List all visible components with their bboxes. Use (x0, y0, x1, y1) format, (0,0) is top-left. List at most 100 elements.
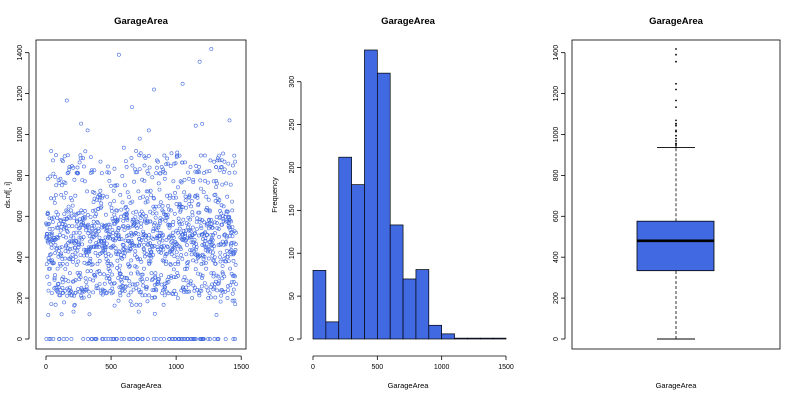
scatter-point (91, 208, 95, 213)
scatter-point (162, 337, 166, 341)
histogram-y-tick-label: 150 (289, 204, 296, 216)
scatter-point (201, 257, 206, 262)
histogram-bars (312, 49, 507, 340)
scatter-point (165, 244, 170, 249)
scatter-point (81, 235, 86, 240)
scatter-point (115, 218, 120, 223)
scatter-point (234, 282, 238, 287)
scatter-point (172, 288, 177, 293)
scatter-point (231, 279, 236, 284)
scatter-point (156, 225, 161, 230)
scatter-x-tick-label: 1500 (233, 364, 249, 371)
scatter-point (167, 207, 171, 212)
scatter-point (215, 158, 220, 163)
scatter-point (133, 249, 138, 254)
scatter-point (204, 266, 209, 271)
scatter-point (174, 241, 179, 246)
scatter-point (73, 250, 78, 255)
scatter-point (111, 231, 115, 236)
scatter-point (86, 337, 90, 341)
scatter-point (203, 236, 208, 241)
scatter-point (128, 299, 133, 304)
scatter-point (140, 279, 145, 284)
scatter-point (94, 212, 99, 217)
scatter-point (73, 278, 78, 283)
scatter-point (60, 257, 65, 261)
scatter-point (91, 290, 96, 295)
scatter-point (159, 282, 164, 287)
scatter-point (143, 238, 148, 243)
scatter-point (131, 337, 136, 341)
scatter-point (168, 208, 173, 213)
scatter-point (140, 337, 145, 341)
scatter-point (127, 279, 132, 284)
scatter-point (188, 281, 193, 286)
histogram-bar (338, 156, 352, 340)
scatter-point (113, 246, 118, 251)
scatter-point (107, 170, 111, 175)
scatter-point (47, 281, 52, 286)
scatter-point (144, 189, 149, 194)
scatter-point (224, 259, 228, 264)
scatter-point (206, 180, 210, 185)
scatter-point (143, 200, 148, 205)
scatter-point (48, 337, 53, 341)
scatter-point (186, 260, 191, 264)
scatter-point (165, 245, 170, 250)
scatter-point (62, 217, 67, 222)
scatter-point (155, 245, 160, 250)
scatter-point (112, 199, 117, 204)
scatter-point (151, 227, 156, 232)
scatter-point (156, 279, 161, 284)
scatter-point (143, 293, 148, 298)
scatter-point (120, 288, 124, 293)
scatter-point (130, 240, 134, 245)
scatter-point (72, 303, 77, 308)
scatter-point (194, 245, 199, 249)
scatter-point (157, 277, 162, 282)
scatter-point (142, 250, 147, 255)
scatter-point (196, 202, 201, 206)
scatter-point (129, 271, 134, 276)
scatter-point (56, 236, 61, 240)
scatter-point (58, 232, 62, 237)
boxplot-outlier (675, 124, 677, 127)
scatter-point (158, 237, 163, 242)
scatter-point (107, 178, 112, 183)
scatter-point (185, 225, 190, 230)
scatter-point (176, 259, 181, 264)
scatter-point (211, 287, 216, 292)
scatter-point (230, 199, 235, 204)
scatter-point (116, 233, 121, 237)
scatter-point (118, 271, 123, 276)
scatter-point (189, 204, 194, 209)
scatter-point (172, 275, 177, 280)
scatter-point (219, 287, 224, 292)
scatter-point (197, 288, 202, 293)
scatter-point (134, 149, 139, 153)
scatter-point (200, 273, 205, 278)
scatter-point (229, 219, 234, 224)
scatter-point (172, 254, 177, 259)
scatter-point (122, 228, 127, 232)
scatter-point (157, 221, 162, 226)
scatter-point (210, 246, 215, 251)
scatter-point (57, 181, 62, 185)
scatter-point (223, 242, 228, 247)
scatter-point (222, 159, 227, 164)
scatter-point (96, 221, 101, 226)
scatter-point (144, 214, 149, 219)
scatter-point (92, 223, 97, 228)
scatter-point (227, 170, 232, 175)
scatter-point (222, 167, 227, 172)
scatter-point (142, 163, 147, 168)
scatter-point (212, 159, 217, 164)
scatter-point (225, 234, 229, 239)
scatter-point (105, 194, 109, 199)
scatter-point (180, 81, 185, 86)
scatter-point (139, 238, 144, 242)
scatter-point (107, 222, 112, 227)
scatter-point (123, 183, 127, 188)
scatter-point (214, 185, 219, 190)
scatter-point (102, 239, 107, 244)
